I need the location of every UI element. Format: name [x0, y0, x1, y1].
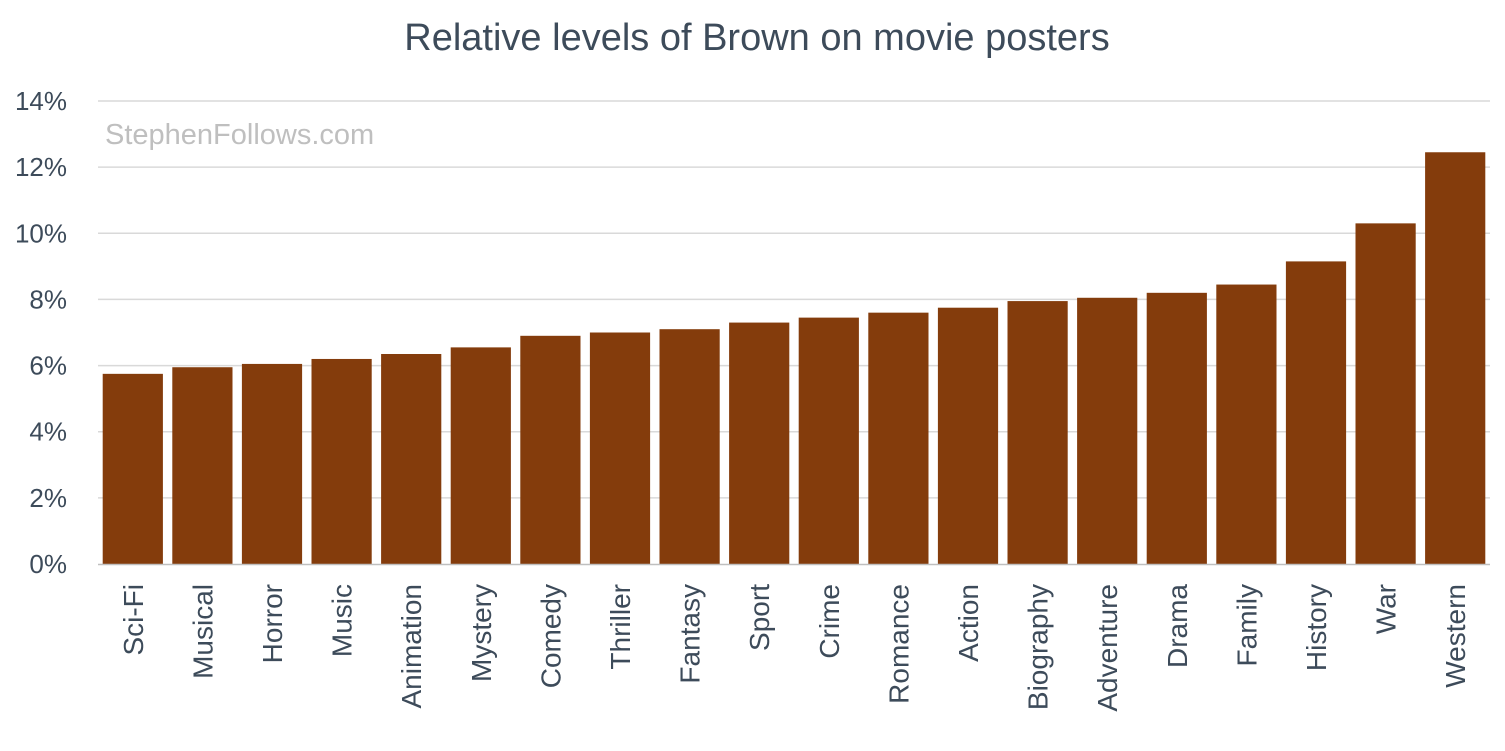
bar-fantasy: [659, 329, 720, 564]
y-tick-label: 12%: [15, 152, 67, 182]
bar-adventure: [1077, 297, 1138, 564]
x-category-label: Adventure: [1092, 584, 1123, 712]
x-category-label: Sport: [744, 584, 775, 651]
y-tick-label: 4%: [29, 417, 67, 447]
x-category-label: Fantasy: [675, 584, 706, 684]
x-category-label: Drama: [1162, 584, 1193, 668]
bar-crime: [798, 317, 859, 564]
gridlines: [98, 100, 1490, 499]
bar-family: [1216, 284, 1277, 564]
x-category-label: Sci-Fi: [118, 584, 149, 656]
bar-action: [937, 307, 999, 564]
x-category-label: Romance: [883, 584, 914, 704]
x-category-label: Crime: [814, 584, 845, 659]
x-category-label: Action: [953, 584, 984, 662]
x-category-label: Animation: [396, 584, 427, 709]
bar-animation: [381, 353, 442, 564]
x-category-label: Western: [1440, 584, 1471, 688]
bar-comedy: [520, 335, 581, 564]
bar-mystery: [450, 347, 511, 564]
bar-sci-fi: [102, 373, 163, 564]
bar-horror: [241, 363, 303, 564]
y-axis-tick-labels: 0% 2% 4% 6% 8% 10% 12% 14%: [15, 86, 67, 579]
watermark-text: StephenFollows.com: [105, 119, 374, 151]
x-category-label: Comedy: [535, 584, 566, 688]
x-category-label: War: [1371, 584, 1402, 634]
bar-thriller: [589, 332, 651, 564]
bar-biography: [1007, 301, 1068, 564]
x-category-label: History: [1301, 584, 1332, 671]
bar-musical: [172, 367, 233, 564]
bar-war: [1355, 223, 1416, 564]
chart-title: Relative levels of Brown on movie poster…: [404, 17, 1109, 59]
y-tick-label: 14%: [15, 86, 67, 116]
bar-music: [311, 358, 372, 564]
y-tick-label: 10%: [15, 218, 67, 248]
x-category-label: Family: [1231, 584, 1262, 666]
x-axis-category-labels: Sci-Fi Musical Horror Music Animation Mystery…: [118, 584, 1471, 712]
bar-romance: [868, 312, 929, 564]
bar-drama: [1146, 292, 1207, 564]
x-category-label: Biography: [1023, 584, 1054, 710]
y-tick-label: 8%: [29, 284, 67, 314]
bar-sport: [729, 322, 790, 564]
x-category-label: Thriller: [605, 584, 636, 670]
y-tick-label: 0%: [29, 549, 67, 579]
bar-history: [1285, 261, 1347, 564]
bars: [102, 152, 1486, 564]
x-category-label: Music: [327, 584, 358, 657]
x-category-label: Musical: [187, 584, 218, 679]
y-tick-label: 2%: [29, 483, 67, 513]
bar-western: [1425, 152, 1486, 564]
x-category-label: Horror: [257, 584, 288, 663]
x-category-label: Mystery: [466, 584, 497, 682]
y-tick-label: 6%: [29, 351, 67, 381]
